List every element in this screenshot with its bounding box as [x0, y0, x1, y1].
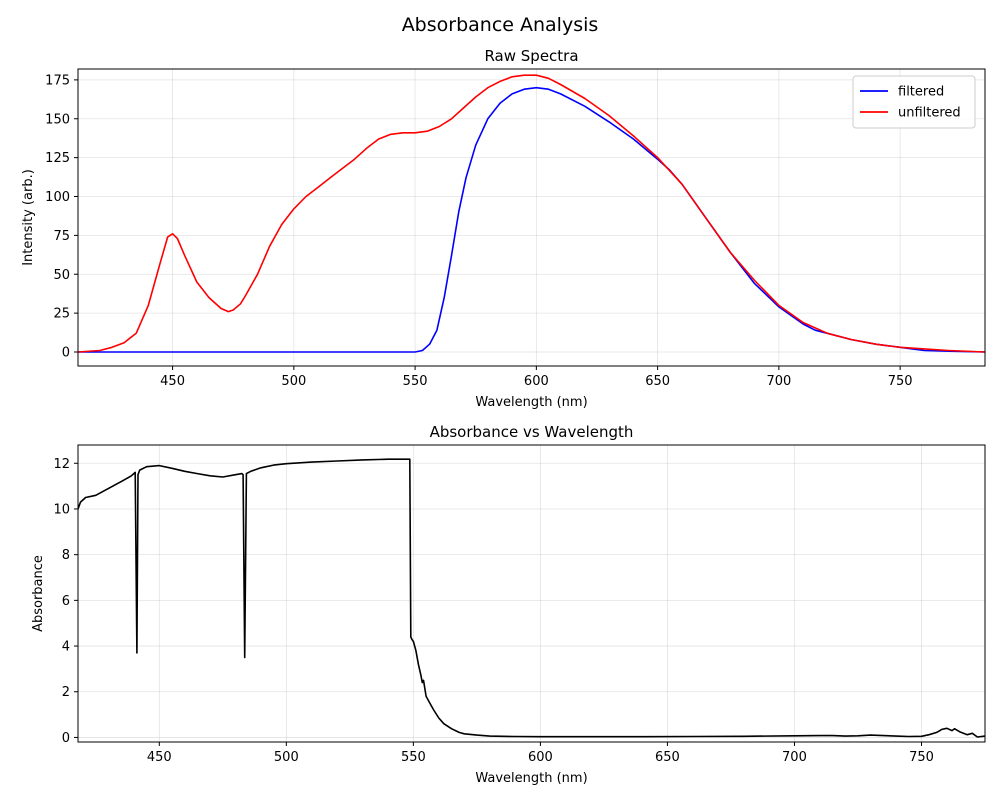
- panel-title: Raw Spectra: [484, 47, 578, 65]
- x-tick-label: 500: [281, 374, 306, 389]
- y-tick-label: 6: [62, 594, 70, 609]
- series-line-unfiltered: [78, 74, 985, 353]
- legend-label-filtered: filtered: [898, 85, 944, 100]
- y-tick-label: 50: [53, 268, 70, 283]
- x-tick-label: 750: [909, 750, 934, 765]
- y-tick-label: 10: [53, 502, 70, 517]
- legend-label-unfiltered: unfiltered: [898, 106, 961, 121]
- panel-2: 450 500 550 600 650 700 750 0 2 4 6 8 10 12 Absorbance…: [31, 423, 986, 786]
- y-tick-label: 0: [62, 731, 70, 746]
- y-tick-label: 25: [53, 307, 70, 322]
- y-tick-label: 2: [62, 685, 70, 700]
- y-tick-label: 12: [53, 457, 70, 472]
- panel-1: 450 500 550 600 650 700 750 0 25 50 75 100 125 150 175…: [21, 47, 986, 410]
- x-axis-label: Wavelength (nm): [475, 771, 587, 786]
- legend: filtered unfiltered: [852, 75, 976, 129]
- x-tick-label: 500: [274, 750, 299, 765]
- y-tick-label: 4: [62, 640, 70, 655]
- y-axis-label: Intensity (arb.): [21, 169, 36, 266]
- y-tick-label: 8: [62, 548, 70, 563]
- x-tick-label: 700: [766, 374, 791, 389]
- x-tick-label: 750: [888, 374, 913, 389]
- x-tick-label: 700: [782, 750, 807, 765]
- legend-box: [852, 75, 976, 129]
- x-tick-label: 600: [524, 374, 549, 389]
- x-axis-label: Wavelength (nm): [475, 395, 587, 410]
- plot-frame: [77, 68, 986, 367]
- figure-suptitle: Absorbance Analysis: [402, 14, 599, 36]
- x-tick-label: 450: [147, 750, 172, 765]
- x-tick-label: 650: [655, 750, 680, 765]
- series-line-filtered: [78, 86, 985, 353]
- y-axis-label: Absorbance: [31, 555, 46, 632]
- y-tick-label: 0: [62, 346, 70, 361]
- x-tick-label: 550: [403, 374, 428, 389]
- y-tick-label: 100: [45, 190, 70, 205]
- x-tick-label: 450: [160, 374, 185, 389]
- y-tick-label: 125: [45, 151, 70, 166]
- panel-title: Absorbance vs Wavelength: [430, 423, 634, 441]
- x-tick-label: 650: [645, 374, 670, 389]
- y-tick-label: 150: [45, 112, 70, 127]
- plot-frame: [77, 444, 986, 743]
- series-line-series-1: [78, 458, 985, 738]
- y-tick-label: 75: [53, 229, 70, 244]
- x-tick-label: 600: [528, 750, 553, 765]
- x-tick-label: 550: [401, 750, 426, 765]
- y-tick-label: 175: [45, 73, 70, 88]
